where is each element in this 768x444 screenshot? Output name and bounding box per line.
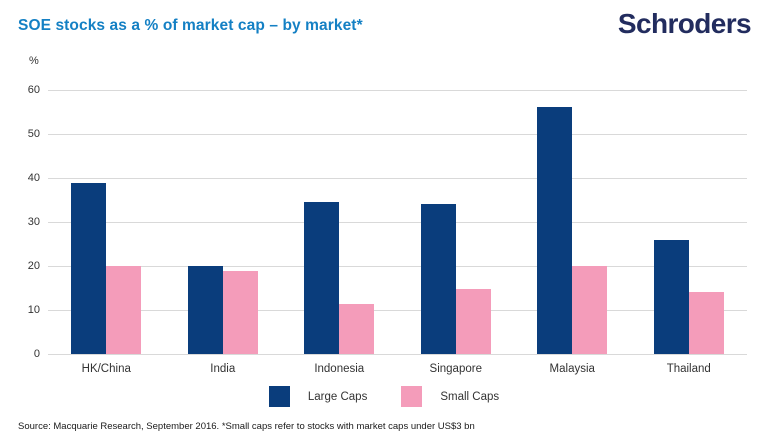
legend-label-small-caps: Small Caps bbox=[440, 390, 500, 403]
x-label-hk-china: HK/China bbox=[81, 363, 131, 375]
x-label-indonesia: Indonesia bbox=[314, 363, 365, 375]
bar-small-caps-indonesia bbox=[339, 304, 375, 354]
bar-large-caps-indonesia bbox=[304, 202, 340, 354]
x-axis-labels: HK/China India Indonesia Singapore Malaysia T… bbox=[48, 363, 747, 375]
x-label-thailand: Thailand bbox=[666, 363, 711, 375]
bar-large-caps-india bbox=[187, 266, 223, 354]
legend-swatch-small-caps bbox=[401, 386, 423, 407]
legend-item-large-caps: Large Caps bbox=[268, 386, 368, 407]
bar-small-caps-thailand bbox=[688, 292, 724, 354]
bar-group-thailand bbox=[631, 90, 748, 354]
gridline-0 bbox=[48, 353, 747, 355]
bar-group-hk-china bbox=[48, 90, 165, 354]
schroders-logo: Schroders bbox=[617, 8, 752, 39]
x-label-singapore: Singapore bbox=[429, 363, 482, 375]
y-tick-60: 60 bbox=[27, 84, 40, 96]
gridline-60 bbox=[48, 90, 747, 91]
legend-swatch-large-caps bbox=[268, 386, 290, 407]
y-tick-50: 50 bbox=[27, 128, 40, 140]
x-label-malaysia: Malaysia bbox=[549, 363, 595, 375]
y-tick-0: 0 bbox=[33, 348, 40, 360]
bar-large-caps-thailand bbox=[653, 239, 689, 354]
bar-small-caps-malaysia bbox=[572, 266, 608, 354]
gridline-40 bbox=[48, 177, 747, 179]
bar-group-malaysia bbox=[514, 90, 631, 354]
bar-large-caps-singapore bbox=[420, 203, 456, 354]
gridline-20 bbox=[48, 265, 747, 267]
legend: Large Caps Small Caps bbox=[0, 386, 768, 407]
bar-group-singapore bbox=[398, 90, 515, 354]
bar-group-india bbox=[165, 90, 282, 354]
bar-small-caps-singapore bbox=[455, 288, 491, 354]
legend-label-large-caps: Large Caps bbox=[307, 390, 368, 403]
y-tick-20: 20 bbox=[27, 260, 40, 272]
bar-large-caps-hk-china bbox=[71, 183, 107, 354]
bars-layer bbox=[48, 90, 747, 354]
bar-small-caps-hk-china bbox=[106, 266, 142, 354]
y-tick-10: 10 bbox=[27, 304, 40, 316]
y-tick-30: 30 bbox=[27, 216, 40, 228]
bar-small-caps-india bbox=[222, 271, 258, 354]
chart-title: SOE stocks as a % of market cap – by mar… bbox=[18, 17, 363, 34]
bar-large-caps-malaysia bbox=[537, 106, 573, 354]
x-label-india: India bbox=[210, 363, 236, 375]
bar-group-indonesia bbox=[281, 90, 398, 354]
legend-item-small-caps: Small Caps bbox=[401, 386, 499, 407]
gridline-30 bbox=[48, 221, 747, 223]
y-axis-unit-label: % bbox=[29, 55, 39, 67]
plot-area: 0 10 20 30 40 50 60 bbox=[28, 84, 747, 360]
gridline-10 bbox=[48, 309, 747, 311]
source-note: Source: Macquarie Research, September 20… bbox=[18, 421, 475, 432]
gridline-50 bbox=[48, 133, 747, 135]
y-tick-40: 40 bbox=[27, 172, 40, 184]
